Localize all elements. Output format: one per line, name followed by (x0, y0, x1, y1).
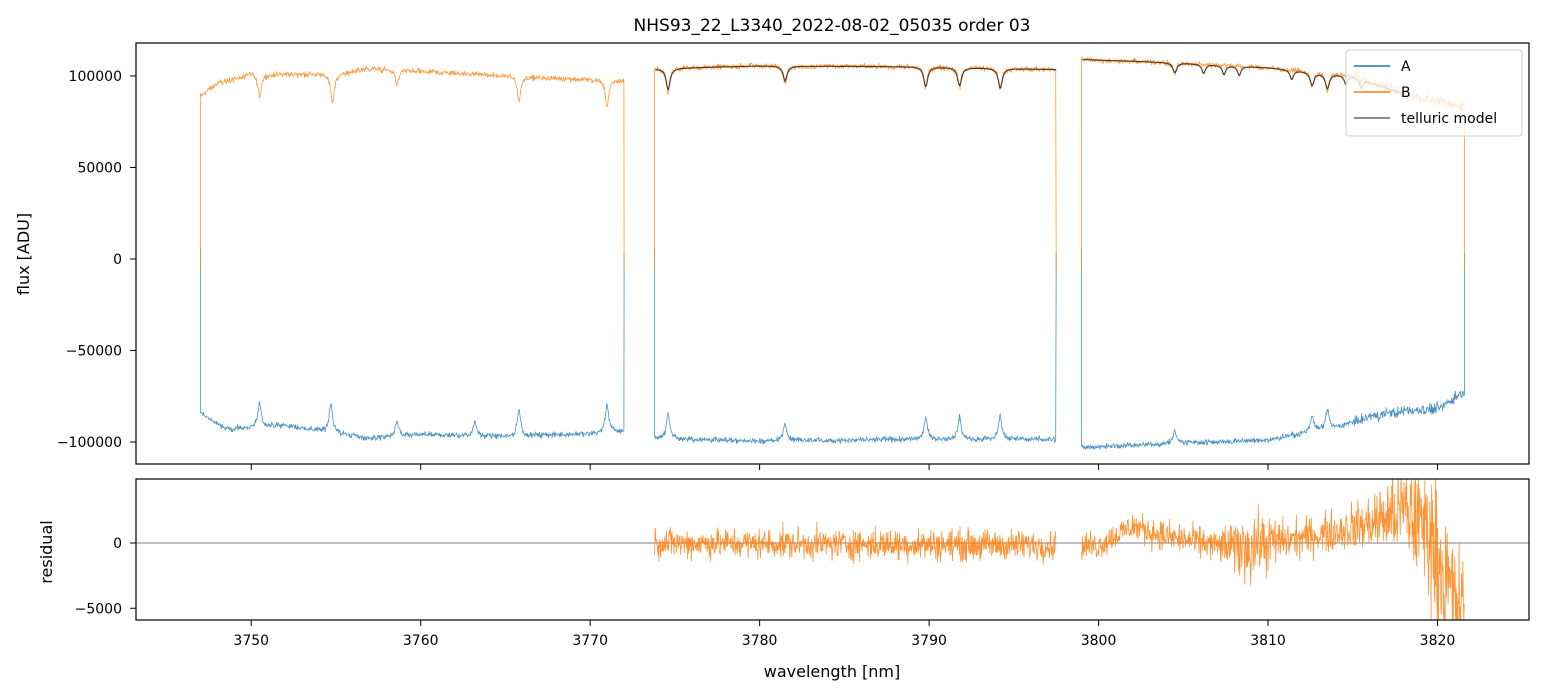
residual-x-ticks: 3750 3760 3770 3780 3790 3800 3810 3820 (233, 620, 1455, 649)
flux-y-axis-label: flux [ADU] (14, 213, 33, 295)
legend-box (1345, 49, 1523, 137)
residual-y-tick-label-1: −5000 (75, 601, 122, 617)
residual-x-tick-label-1: 3760 (403, 633, 439, 649)
series-b-segment-1 (654, 62, 1057, 271)
series-a-segment-1 (654, 248, 1057, 445)
residual-series-segment-1 (1081, 479, 1465, 620)
flux-y-tick-label-4: −100000 (57, 435, 122, 451)
flux-panel: 100000 50000 0 −50000 −100000 flux [ADU] A B… (14, 42, 1530, 470)
residual-series-segment-0 (654, 521, 1057, 565)
legend-label-a: A (1401, 59, 1411, 75)
telluric-model-segment-1 (656, 65, 1057, 90)
x-axis-label: wavelength [nm] (764, 662, 901, 681)
flux-y-tick-label-1: 50000 (77, 160, 122, 176)
legend-label-telluric: telluric model (1401, 111, 1497, 127)
residual-y-axis-label: residual (37, 520, 56, 583)
flux-plot-area (135, 42, 1530, 465)
residual-series-layer (136, 479, 1529, 620)
residual-x-tick-label-5: 3800 (1081, 633, 1117, 649)
flux-y-tick-label-2: 0 (113, 252, 122, 268)
residual-y-tick-label-0: 0 (113, 536, 122, 552)
chart-title: NHS93_22_L3340_2022-08-02_05035 order 03 (634, 16, 1031, 36)
residual-x-tick-label-6: 3810 (1250, 633, 1286, 649)
flux-series-layer (200, 56, 1465, 450)
residual-x-tick-label-7: 3820 (1420, 633, 1456, 649)
flux-y-tick-label-0: 100000 (69, 69, 122, 85)
residual-y-ticks: 0 −5000 (75, 536, 136, 617)
legend-label-b: B (1401, 85, 1411, 101)
residual-x-tick-label-4: 3790 (911, 633, 947, 649)
residual-plot-area (135, 478, 1530, 621)
series-a-segment-2 (1081, 248, 1465, 450)
legend: A B telluric model (1345, 49, 1523, 137)
flux-y-tick-label-3: −50000 (66, 344, 122, 360)
flux-y-ticks: 100000 50000 0 −50000 −100000 (57, 69, 136, 451)
residual-x-tick-label-2: 3770 (572, 633, 608, 649)
series-a-segment-0 (200, 248, 625, 442)
flux-x-ticks (250, 464, 1438, 470)
residual-panel: 3750 3760 3770 3780 3790 3800 3810 3820 0−5000 … (37, 478, 1530, 681)
series-b-segment-0 (200, 65, 625, 271)
residual-x-tick-label-0: 3750 (233, 633, 269, 649)
residual-x-tick-label-3: 3780 (742, 633, 778, 649)
